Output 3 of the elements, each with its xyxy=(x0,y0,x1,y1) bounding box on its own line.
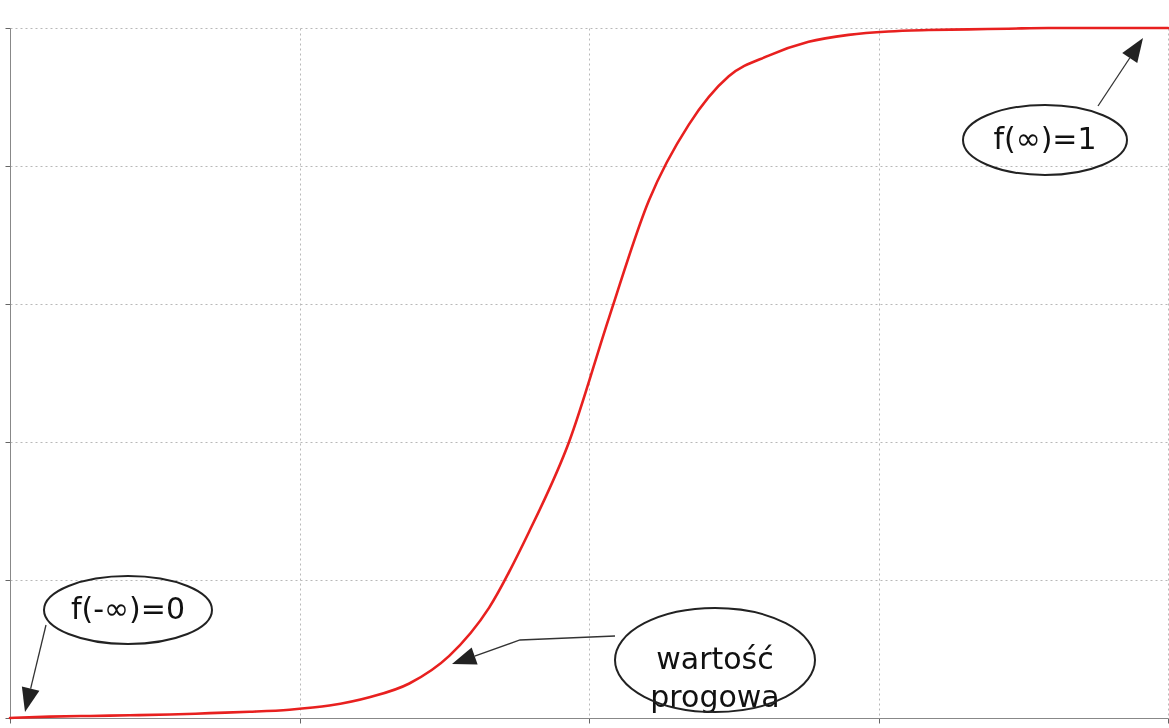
annotation: f(-∞)=0 xyxy=(70,591,186,626)
annotation: wartość progowa xyxy=(650,641,780,714)
annotation: f(∞)=1 xyxy=(993,121,1097,156)
